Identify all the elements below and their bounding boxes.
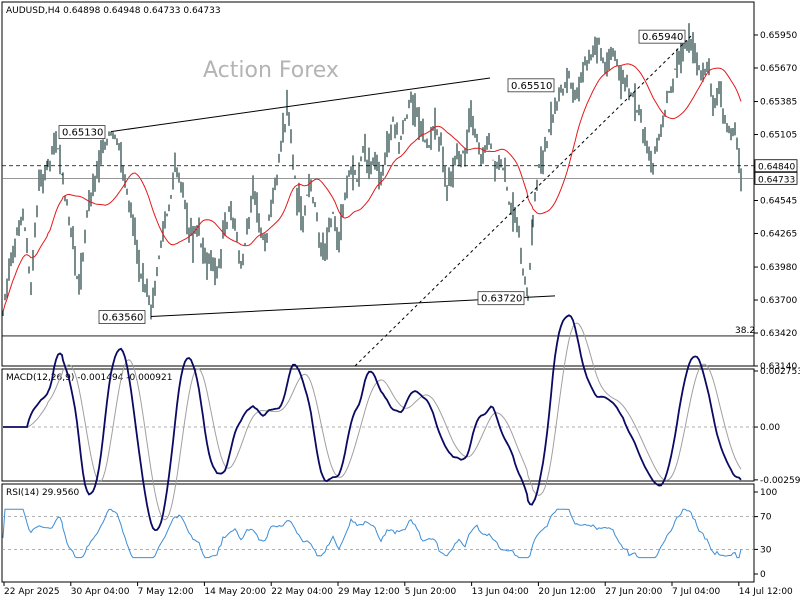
price-axis-label: 0.64545 [760,196,797,206]
time-axis-label: 7 Jul 04:00 [672,587,721,597]
price-axis-label: 0.65105 [760,131,797,141]
fib-level-label: 38.2 [735,326,755,336]
point-label: 0.65130 [62,128,103,139]
time-axis-label: 13 Jun 04:00 [472,587,529,597]
watermark: Action Forex [203,58,339,83]
time-axis-label: 14 Jul 12:00 [739,587,793,597]
rsi-axis-label: 100 [760,488,777,498]
time-axis-label: 27 Jun 20:00 [605,587,662,597]
price-axis-label: 0.63140 [760,362,797,372]
moving-average-line [2,63,742,313]
macd-line [3,314,742,532]
time-axis-label: 7 May 12:00 [138,587,194,597]
price-axis-label: 0.63980 [760,263,797,273]
reference-price-tag [754,159,798,173]
rising-trendline [354,35,692,367]
point-label-box [477,291,525,306]
reference-price-label: 0.64840 [758,163,795,173]
rsi-axis-label: 0 [760,570,766,580]
price-axis-label: 0.63700 [760,296,797,306]
macd-signal-line [3,322,742,521]
macd-header: MACD(12,26,9) -0.001494 -0.000921 [6,373,172,383]
time-axis-label: 22 Apr 2025 [4,587,60,597]
time-axis-label: 30 Apr 04:00 [71,587,130,597]
point-label-box [58,125,106,139]
point-label-box [98,310,146,324]
upper-channel-line [110,77,491,133]
point-label-box [638,29,686,44]
rsi-line [2,508,742,559]
price-axis-label: 0.65385 [760,98,797,108]
price-axis-label: 0.64265 [760,229,797,239]
time-axis-label: 22 May 04:00 [271,587,333,597]
rsi-axis-label: 30 [760,545,772,555]
time-axis-label: 29 May 12:00 [338,587,400,597]
price-header: AUDUSD,H4 0.64898 0.64948 0.64733 0.6473… [6,6,221,16]
macd-axis-label: 0.00 [760,423,780,433]
price-axis-label: 0.65950 [760,31,797,41]
macd-axis-label: -0.002594 [760,476,800,486]
point-label: 0.65940 [642,32,683,43]
point-label: 0.65510 [511,81,552,92]
macd-axis-label: 0.002753 [760,367,800,377]
point-label: 0.63720 [481,294,522,305]
macd-panel [1,368,755,482]
point-label: 0.63560 [102,313,143,324]
rsi-axis-label: 70 [760,513,772,523]
price-axis-label: 0.65670 [760,64,797,74]
rsi-panel [1,483,755,583]
time-axis-label: 14 May 20:00 [204,587,266,597]
price-axis-label: 0.63420 [760,329,797,339]
current-price-tag [754,171,798,185]
time-axis-label: 20 Jun 12:00 [538,587,595,597]
current-price-label: 0.64733 [758,175,795,185]
point-label-box [507,78,555,93]
rsi-header: RSI(14) 29.9560 [6,488,79,498]
time-axis-label: 5 Jun 20:00 [405,587,457,597]
